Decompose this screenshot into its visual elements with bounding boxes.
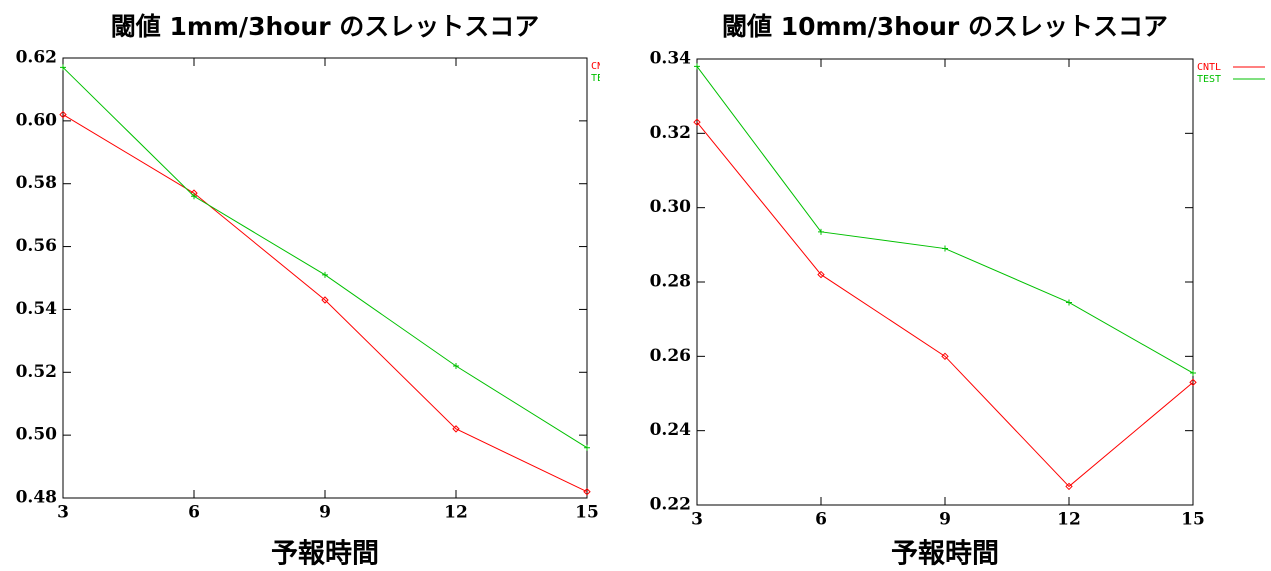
legend-label: CNTL [1197,62,1221,73]
y-tick-label: 0.50 [16,425,58,445]
data-point [942,245,948,252]
data-point [583,488,591,496]
data-point [818,228,824,235]
data-point [1189,378,1197,387]
series-line [696,66,1194,374]
data-point [693,118,701,126]
x-tick-label: 15 [1181,510,1205,530]
y-tick-label: 0.62 [16,48,57,68]
x-tick-label: 15 [575,503,599,523]
data-point [60,64,66,71]
data-point [59,110,67,119]
x-tick-label: 6 [188,503,200,523]
data-point [1065,482,1073,491]
series-line [696,121,1194,488]
y-tick-label: 0.54 [16,299,58,319]
y-tick-label: 0.22 [650,495,691,515]
chart-title: 閾値 1mm/3hour のスレットスコア [111,12,540,41]
y-tick-label: 0.52 [16,362,57,382]
y-tick-label: 0.32 [650,123,691,143]
x-tick-label: 3 [57,503,69,523]
data-point [321,296,329,304]
x-axis-label: 予報時間 [891,539,999,570]
x-tick-label: 9 [319,503,331,523]
series-line [62,67,588,449]
x-tick-label: 12 [1057,510,1081,530]
plot-frame [696,58,1194,506]
chart-title: 閾値 10mm/3hour のスレットスコア [722,12,1168,41]
y-tick-label: 0.24 [650,420,692,440]
data-point [322,271,328,278]
data-point [452,425,460,433]
y-tick-label: 0.34 [650,49,692,69]
y-tick-label: 0.28 [650,272,691,292]
x-tick-label: 6 [815,510,827,530]
x-tick-label: 9 [939,510,951,530]
y-tick-label: 0.48 [16,488,57,508]
y-tick-label: 0.60 [16,110,58,130]
y-tick-label: 0.30 [650,197,692,217]
y-tick-label: 0.26 [650,346,691,366]
data-point [1190,370,1196,377]
series-line [62,114,588,493]
data-point [941,352,949,361]
data-point [584,444,590,451]
y-tick-label: 0.58 [16,173,57,193]
legend-label: TEST [591,73,600,84]
x-tick-label: 3 [691,510,703,530]
data-point [1066,299,1072,306]
x-tick-label: 12 [444,503,468,523]
data-point [453,363,459,369]
legend-label: CNTL [591,61,600,72]
data-point [191,193,197,200]
plot-frame [62,57,588,499]
y-tick-label: 0.56 [16,236,57,256]
x-axis-label: 予報時間 [271,539,379,570]
legend-label: TEST [1197,74,1221,85]
data-point [694,63,700,70]
data-point [817,270,825,279]
